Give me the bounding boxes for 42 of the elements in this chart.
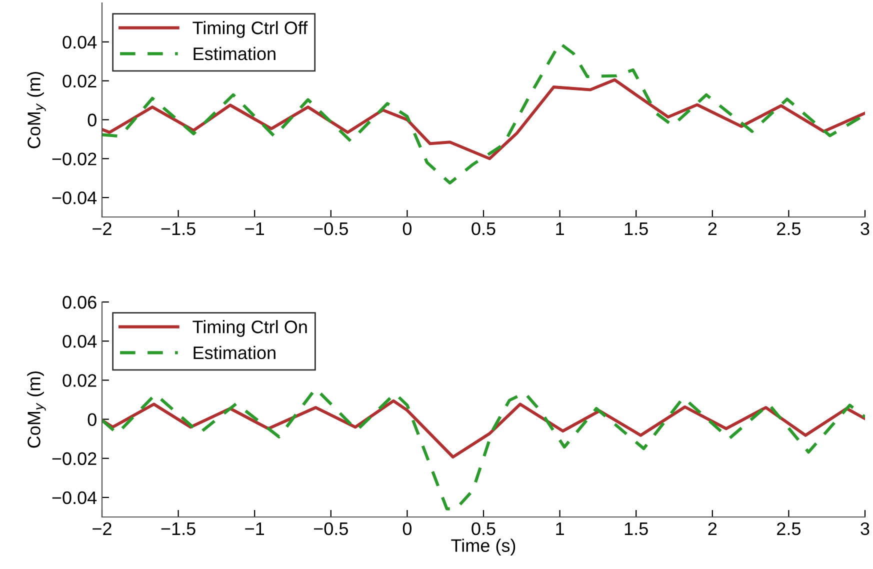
x-tick-label: 2.5 [777, 222, 800, 236]
legend-label: Estimation [194, 46, 276, 60]
line-series [102, 78, 865, 160]
x-tick-label: 1.5 [624, 222, 648, 236]
x-tick-label: 1 [556, 522, 564, 535]
x-tick-label: 1 [556, 222, 564, 235]
x-tick-label: −2 [92, 522, 112, 535]
x-tick-label: 0.5 [472, 522, 496, 536]
x-tick-label: −1 [245, 222, 264, 235]
x-tick-label: −0.5 [314, 522, 348, 536]
y-axis-title: CoM$_{y}$ (m) [27, 371, 46, 448]
x-tick-label: −1.5 [161, 222, 196, 236]
y-tick-label: 0.06 [62, 296, 96, 309]
y-tick-label: −0.04 [52, 191, 97, 204]
x-tick-label: −1.5 [161, 522, 196, 536]
y-tick-label: 0 [88, 413, 96, 426]
x-tick-label: −0.5 [314, 222, 348, 236]
x-tick-label: 1.5 [624, 522, 648, 536]
y-axis-title: CoM$_{y}$ (m) [27, 72, 46, 148]
y-tick-label: 0.02 [62, 374, 96, 387]
y-tick-label: 0.04 [62, 36, 97, 49]
y-tick-label: 0 [88, 114, 96, 126]
legend-label: Estimation [194, 346, 276, 360]
y-tick-label: 0.04 [62, 335, 97, 348]
x-tick-label: −1 [245, 522, 264, 535]
x-tick-label: 2 [708, 522, 717, 535]
x-tick-label: 0 [402, 222, 412, 236]
line-series [102, 399, 865, 459]
x-tick-label: 3 [860, 522, 870, 536]
y-tick-label: −0.02 [52, 152, 96, 166]
x-tick-label: 0 [402, 522, 412, 536]
y-tick-label: −0.02 [52, 452, 96, 466]
x-tick-label: 2 [708, 222, 717, 235]
y-tick-label: −0.04 [52, 491, 97, 504]
y-tick-label: 0.02 [62, 74, 96, 88]
x-tick-label: 0.5 [472, 222, 496, 236]
legend-label: Timing Ctrl On [192, 320, 307, 337]
x-tick-label: 3 [860, 222, 870, 236]
x-tick-label: 2.5 [777, 522, 800, 536]
legend-label: Timing Ctrl Off [192, 21, 308, 38]
x-axis-title: Time (s) [451, 538, 516, 556]
x-tick-label: −2 [92, 222, 112, 235]
